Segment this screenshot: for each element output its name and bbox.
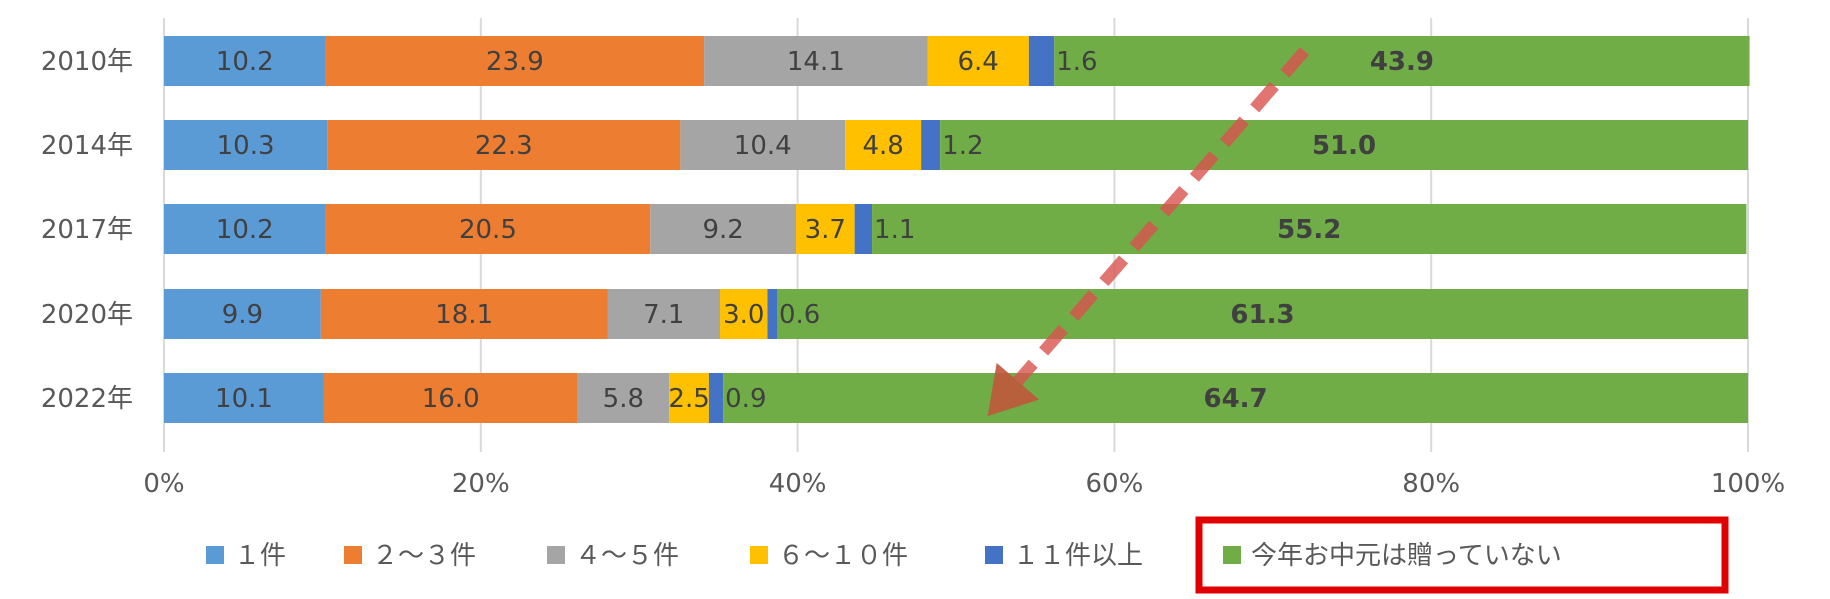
trend-arrow <box>987 47 1310 416</box>
data-label: 10.3 <box>217 131 275 161</box>
legend-swatch <box>985 546 1003 564</box>
data-label: 2.5 <box>668 384 709 414</box>
x-tick-label: 40% <box>769 469 827 499</box>
category-label: 2017年 <box>41 215 133 245</box>
data-label: 1.2 <box>942 131 983 161</box>
x-tick-label: 60% <box>1086 469 1144 499</box>
bar-segment <box>325 36 705 86</box>
legend-highlight-box <box>1195 516 1729 594</box>
arrow-shaft <box>1013 47 1310 386</box>
data-label: 3.0 <box>723 300 764 330</box>
data-label: 3.7 <box>805 215 846 245</box>
x-tick-label: 80% <box>1402 469 1460 499</box>
data-label: 9.9 <box>222 300 263 330</box>
bar-segment <box>1054 36 1750 86</box>
bar-segment <box>669 373 709 423</box>
data-label: 10.1 <box>215 384 273 414</box>
bar-segment <box>723 373 1748 423</box>
bar-segment <box>164 36 326 86</box>
bar-segment <box>940 120 1748 170</box>
data-label: 6.4 <box>957 47 998 77</box>
data-label: 14.1 <box>787 47 845 77</box>
legend: １件 ２～３件 ４～５件 ６～１０件 １１件以上 今年お中元は贈っていない <box>206 516 1729 594</box>
bar-segment <box>327 120 681 170</box>
x-tick-label: 0% <box>143 469 184 499</box>
bar-segment <box>767 289 778 339</box>
bar-segments <box>164 36 1750 423</box>
data-label: 7.1 <box>643 300 684 330</box>
bar-segment <box>1028 36 1055 86</box>
data-label: 1.1 <box>874 215 915 245</box>
legend-swatch <box>344 546 362 564</box>
segment-value-labels: 10.2 23.9 14.1 6.4 1.6 43.9 10.3 22.3 10.4 4.8 1.2… <box>215 47 1434 414</box>
data-label: 51.0 <box>1312 131 1376 161</box>
data-label: 64.7 <box>1203 384 1267 414</box>
legend-label: １件 <box>234 541 286 571</box>
data-label: 55.2 <box>1277 215 1341 245</box>
bar-segment <box>680 120 846 170</box>
data-label: 43.9 <box>1370 47 1434 77</box>
legend-swatch <box>750 546 768 564</box>
data-label: 5.8 <box>603 384 644 414</box>
bar-segment <box>650 204 797 254</box>
category-label: 2010年 <box>41 47 133 77</box>
bar-segment <box>708 373 724 423</box>
bar-segment <box>607 289 720 339</box>
legend-label: １１件以上 <box>1013 541 1143 571</box>
x-tick-label: 20% <box>452 469 510 499</box>
arrow-head <box>987 362 1039 416</box>
legend-label: ２～３件 <box>372 541 476 571</box>
bar-segment <box>872 204 1747 254</box>
category-labels: 2010年 2014年 2017年 2020年 2022年 <box>41 47 133 414</box>
bar-segment <box>921 120 941 170</box>
bar-segment <box>927 36 1029 86</box>
data-label: 20.5 <box>459 215 517 245</box>
data-label: 10.4 <box>734 131 792 161</box>
bar-segment <box>845 120 922 170</box>
bar-segment <box>704 36 928 86</box>
legend-label: ６～１０件 <box>778 541 908 571</box>
category-label: 2014年 <box>41 131 133 161</box>
category-label: 2020年 <box>41 300 133 330</box>
x-tick-label: 100% <box>1711 469 1785 499</box>
legend-swatch <box>1223 546 1241 564</box>
bar-segment <box>323 373 578 423</box>
bar-segment <box>577 373 670 423</box>
data-label: 18.1 <box>435 300 493 330</box>
data-label: 4.8 <box>862 131 903 161</box>
data-label: 1.6 <box>1056 47 1097 77</box>
bar-segment <box>164 204 326 254</box>
data-label: 0.6 <box>779 300 820 330</box>
bar-segment <box>164 120 328 170</box>
legend-swatch <box>547 546 565 564</box>
x-axis-tick-labels: 0% 20% 40% 60% 80% 100% <box>143 469 1785 499</box>
bar-segment <box>777 289 1748 339</box>
bar-segment <box>796 204 855 254</box>
bar-segment <box>164 289 321 339</box>
bar-segment <box>320 289 608 339</box>
legend-label: 今年お中元は贈っていない <box>1251 541 1562 571</box>
data-label: 9.2 <box>702 215 743 245</box>
data-label: 23.9 <box>486 47 544 77</box>
category-label: 2022年 <box>41 384 133 414</box>
data-label: 61.3 <box>1230 300 1294 330</box>
data-label: 10.2 <box>216 215 274 245</box>
bar-segment <box>325 204 651 254</box>
data-label: 16.0 <box>422 384 480 414</box>
bar-segment <box>719 289 768 339</box>
data-label: 22.3 <box>475 131 533 161</box>
data-label: 10.2 <box>216 47 274 77</box>
data-label: 0.9 <box>725 384 766 414</box>
legend-swatch <box>206 546 224 564</box>
legend-label: ４～５件 <box>575 541 679 571</box>
bar-segment <box>854 204 873 254</box>
bar-segment <box>164 373 324 423</box>
